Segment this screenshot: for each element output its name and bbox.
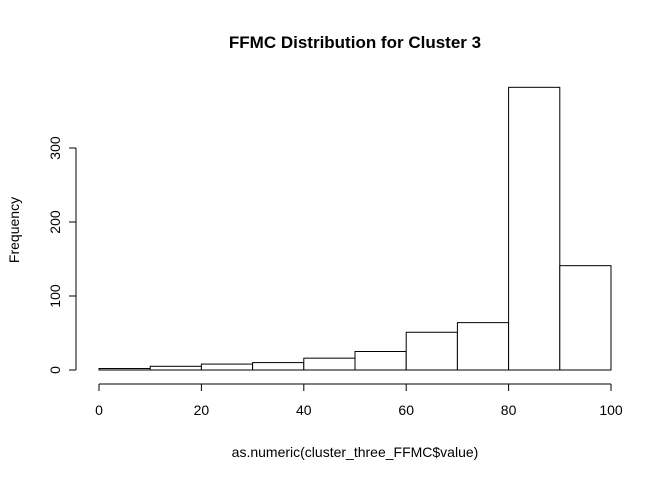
chart-title: FFMC Distribution for Cluster 3 <box>229 33 481 52</box>
histogram-bar-0-10 <box>98 368 151 371</box>
x-tick-label: 60 <box>398 402 414 418</box>
y-tick-label: 200 <box>47 210 63 234</box>
y-tick-label: 100 <box>47 284 63 308</box>
y-tick-label: 300 <box>47 136 63 160</box>
x-tick-label: 100 <box>599 402 623 418</box>
x-axis-label: as.numeric(cluster_three_FFMC$value) <box>232 444 479 460</box>
x-axis: 0 20 40 60 80 100 <box>95 383 623 418</box>
histogram-bar-10-20 <box>149 365 202 371</box>
x-tick-label: 20 <box>194 402 210 418</box>
histogram-bar-90-100 <box>559 265 612 371</box>
histogram-bar-40-50 <box>303 357 356 371</box>
histogram-bar-60-70 <box>405 331 458 371</box>
histogram-bar-80-90 <box>508 86 561 371</box>
y-axis-label: Frequency <box>6 197 22 263</box>
x-tick-label: 80 <box>501 402 517 418</box>
y-tick-label: 0 <box>47 366 63 374</box>
bars-group <box>98 86 612 371</box>
histogram-bar-70-80 <box>456 322 510 371</box>
histogram-bar-30-40 <box>252 362 305 371</box>
histogram-bar-20-30 <box>200 363 254 371</box>
histogram-bar-50-60 <box>354 351 407 371</box>
y-axis: 0 100 200 300 <box>47 136 77 374</box>
x-tick-label: 0 <box>95 402 103 418</box>
x-tick-label: 40 <box>296 402 312 418</box>
